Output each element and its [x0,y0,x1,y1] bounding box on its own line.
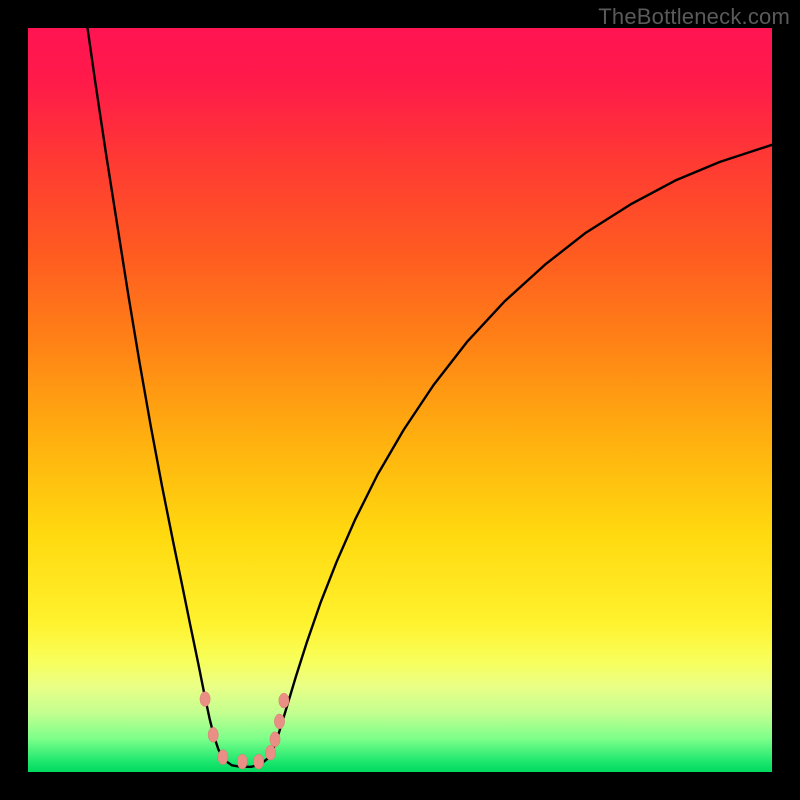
highlight-marker [274,714,284,729]
highlight-marker [253,754,263,769]
watermark-label: TheBottleneck.com [598,4,790,30]
highlight-marker [208,727,218,742]
chart-frame: TheBottleneck.com [0,0,800,800]
gradient-background [28,28,772,772]
bottleneck-curve-svg [28,28,772,772]
highlight-marker [265,745,275,760]
highlight-marker [279,693,289,708]
highlight-marker [270,732,280,747]
highlight-marker [200,692,210,707]
plot-area [28,28,772,772]
highlight-marker [237,754,247,769]
highlight-marker [218,750,228,765]
